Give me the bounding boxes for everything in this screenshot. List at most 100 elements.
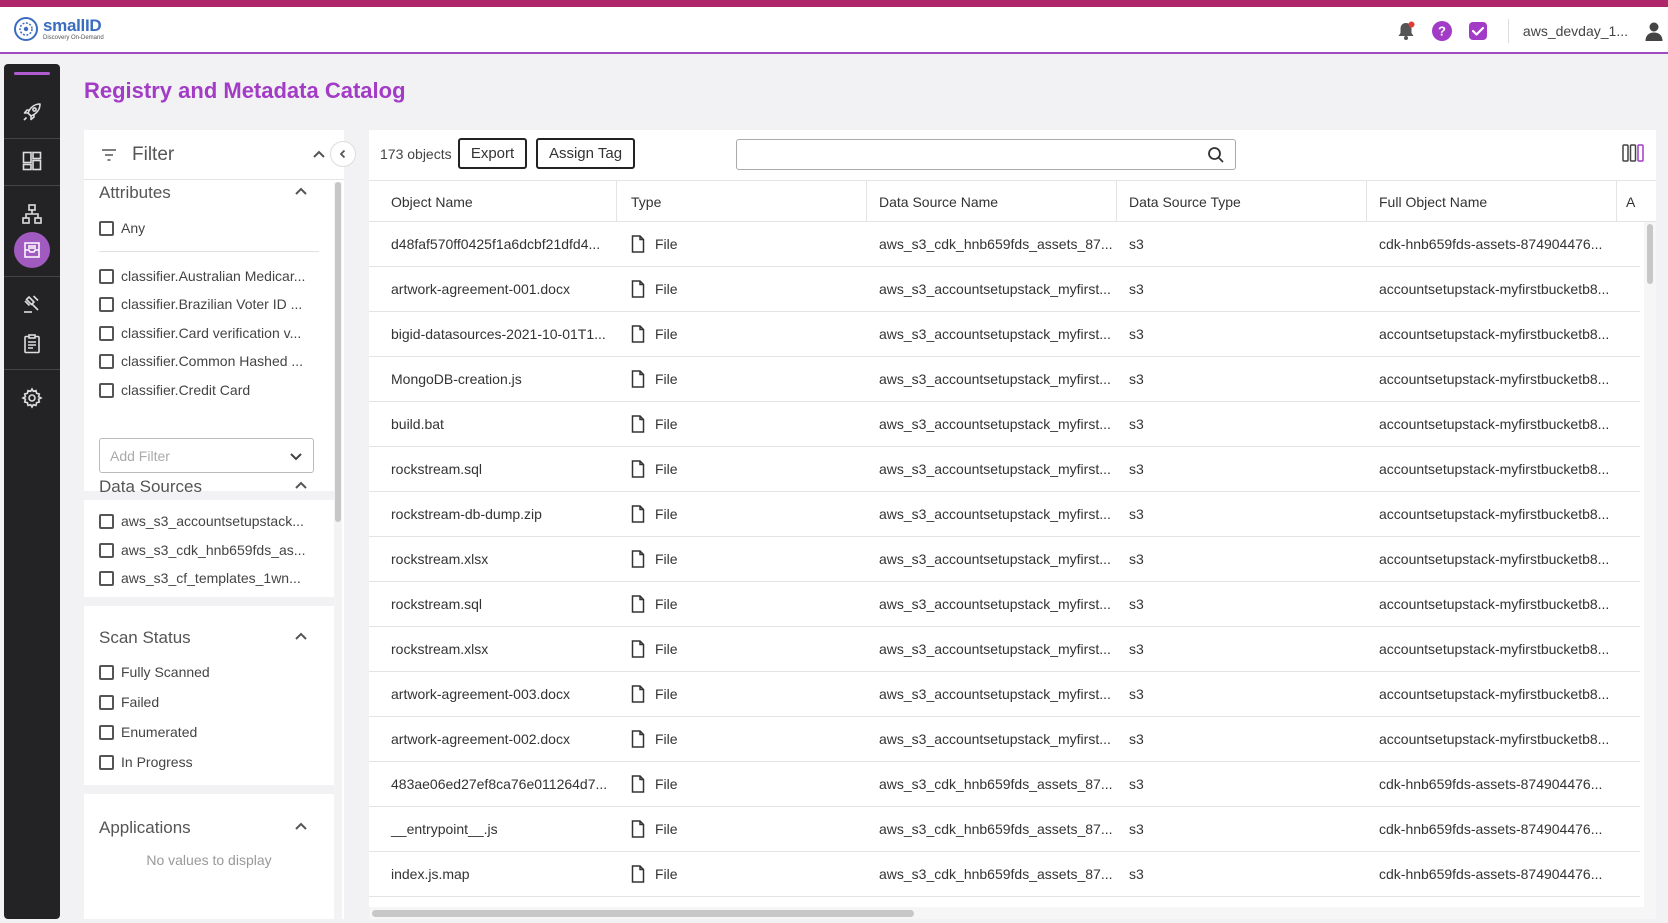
- table-row[interactable]: artwork-agreement-002.docx File aws_s3_acc…: [369, 717, 1640, 762]
- chevron-up-icon[interactable]: [312, 147, 326, 161]
- file-icon: [631, 640, 645, 658]
- table-horizontal-scrollbar[interactable]: [369, 907, 1656, 919]
- cell-object-name-text[interactable]: d48faf570ff0425f1a6dcbf21dfd4...: [391, 236, 601, 252]
- table-row[interactable]: rockstream.sql File aws_s3_accountsetupsta…: [369, 447, 1640, 492]
- table-row[interactable]: artwork-agreement-001.docx File aws_s3_acc…: [369, 267, 1640, 312]
- nav-item-policies[interactable]: [4, 282, 60, 326]
- checkbox[interactable]: [99, 724, 114, 740]
- filter-scrollbar[interactable]: [334, 182, 342, 919]
- filter-checkbox-attribute[interactable]: classifier.Card verification v...: [99, 323, 301, 343]
- cell-object-name-text[interactable]: rockstream-db-dump.zip: [391, 506, 542, 522]
- column-header-object-name[interactable]: Object Name: [369, 181, 617, 222]
- nav-divider: [4, 369, 60, 370]
- table-row[interactable]: index.js.map File aws_s3_cdk_hnb659fds_ass…: [369, 852, 1640, 897]
- search-icon[interactable]: [1207, 146, 1225, 164]
- checkbox[interactable]: [99, 220, 114, 236]
- cell-object-name-text[interactable]: __entrypoint__.js: [391, 821, 498, 837]
- table-row[interactable]: rockstream.xlsx File aws_s3_accountsetupst…: [369, 627, 1640, 672]
- section-separator: [84, 491, 334, 500]
- cell-object-name-text[interactable]: build.bat: [391, 416, 444, 432]
- table-row[interactable]: bigid-datasources-2021-10-01T1... File aws…: [369, 312, 1640, 357]
- cell-object-name-text[interactable]: MongoDB-creation.js: [391, 371, 522, 387]
- table-row[interactable]: artwork-agreement-003.docx File aws_s3_acc…: [369, 672, 1640, 717]
- cell-object-name-text[interactable]: artwork-agreement-001.docx: [391, 281, 570, 297]
- logo-name: smallID: [43, 16, 102, 35]
- nav-item-dashboard[interactable]: [4, 139, 60, 183]
- scrollbar-thumb[interactable]: [1647, 224, 1653, 284]
- cell-object-name-text[interactable]: artwork-agreement-003.docx: [391, 686, 570, 702]
- table-row[interactable]: rockstream.xlsx File aws_s3_accountsetupst…: [369, 537, 1640, 582]
- nav-item-reports[interactable]: [4, 322, 60, 366]
- cell-object-name-text[interactable]: rockstream.xlsx: [391, 641, 489, 657]
- column-header-more[interactable]: A: [1626, 193, 1636, 210]
- table-row[interactable]: __entrypoint__.js File aws_s3_cdk_hnb659fd…: [369, 807, 1640, 852]
- cell-object-name-text[interactable]: artwork-agreement-002.docx: [391, 731, 570, 747]
- filter-checkbox-attribute[interactable]: classifier.Brazilian Voter ID ...: [99, 294, 302, 314]
- column-settings-icon[interactable]: [1622, 144, 1644, 162]
- username[interactable]: aws_devday_1...: [1522, 22, 1628, 39]
- nav-item-settings[interactable]: [4, 376, 60, 420]
- column-header-data-source-type[interactable]: Data Source Type: [1117, 181, 1367, 222]
- checkbox[interactable]: [99, 570, 114, 586]
- table-row[interactable]: build.bat File aws_s3_accountsetupstack_my…: [369, 402, 1640, 447]
- table-header: Object Name Type Data Source Name Data S…: [369, 180, 1656, 222]
- filter-checkbox-scan-status[interactable]: Enumerated: [99, 722, 197, 742]
- table-vertical-scrollbar[interactable]: [1644, 222, 1656, 912]
- cell-object-name-text[interactable]: bigid-datasources-2021-10-01T1...: [391, 326, 606, 342]
- filter-checkbox-attribute[interactable]: classifier.Australian Medicar...: [99, 266, 305, 286]
- column-header-type[interactable]: Type: [617, 181, 867, 222]
- checkbox[interactable]: [99, 694, 114, 710]
- chevron-up-icon[interactable]: [294, 478, 308, 492]
- checkbox[interactable]: [99, 296, 114, 312]
- assign-tag-button[interactable]: Assign Tag: [536, 138, 635, 169]
- table-row[interactable]: MongoDB-creation.js File aws_s3_accountset…: [369, 357, 1640, 402]
- column-header-data-source-name[interactable]: Data Source Name: [867, 181, 1117, 222]
- table-row[interactable]: rockstream-db-dump.zip File aws_s3_account…: [369, 492, 1640, 537]
- filter-checkbox-data-source[interactable]: aws_s3_accountsetupstack...: [99, 511, 304, 531]
- cell-object-name-text[interactable]: rockstream.sql: [391, 461, 483, 477]
- checkbox[interactable]: [99, 542, 114, 558]
- checkbox[interactable]: [99, 325, 114, 341]
- file-icon: [631, 595, 645, 613]
- checkbox[interactable]: [99, 513, 114, 529]
- user-icon[interactable]: [1642, 19, 1666, 43]
- checkbox[interactable]: [99, 353, 114, 369]
- add-filter-dropdown[interactable]: Add Filter: [99, 438, 314, 473]
- table-row[interactable]: rockstream.sql File aws_s3_accountsetupsta…: [369, 582, 1640, 627]
- filter-checkbox-attribute[interactable]: classifier.Common Hashed ...: [99, 351, 303, 371]
- column-header-full-object-name[interactable]: Full Object Name: [1367, 181, 1617, 222]
- checkbox[interactable]: [99, 754, 114, 770]
- collapse-filter-button[interactable]: [330, 141, 356, 167]
- filter-checkbox-scan-status[interactable]: Fully Scanned: [99, 662, 210, 682]
- table-row[interactable]: 483ae06ed27ef8ca76e011264d7... File aws_s3…: [369, 762, 1640, 807]
- chevron-up-icon[interactable]: [294, 819, 308, 833]
- filter-checkbox-attribute[interactable]: classifier.Credit Card: [99, 380, 250, 400]
- filter-checkbox-data-source[interactable]: aws_s3_cf_templates_1wn...: [99, 568, 301, 588]
- filter-checkbox-attribute[interactable]: Any: [99, 218, 145, 238]
- checkbox[interactable]: [99, 382, 114, 398]
- chevron-up-icon[interactable]: [294, 184, 308, 198]
- nav-item-catalog[interactable]: [4, 228, 60, 272]
- help-icon[interactable]: ?: [1430, 19, 1454, 43]
- nav-item-getting-started[interactable]: [4, 90, 60, 134]
- cell-object-name-text[interactable]: index.js.map: [391, 866, 470, 882]
- checkbox[interactable]: [99, 268, 114, 284]
- chevron-up-icon[interactable]: [294, 629, 308, 643]
- filter-checkbox-data-source[interactable]: aws_s3_cdk_hnb659fds_as...: [99, 540, 305, 560]
- scrollbar-thumb[interactable]: [372, 910, 914, 917]
- cell-object-name-text[interactable]: rockstream.xlsx: [391, 551, 489, 567]
- export-button[interactable]: Export: [458, 138, 527, 169]
- scrollbar-thumb[interactable]: [335, 182, 341, 522]
- checkbox[interactable]: [99, 664, 114, 680]
- filter-checkbox-scan-status[interactable]: Failed: [99, 692, 159, 712]
- filter-checkbox-scan-status[interactable]: In Progress: [99, 752, 193, 772]
- cell-object-name-text[interactable]: rockstream.sql: [391, 596, 483, 612]
- bell-icon[interactable]: [1394, 19, 1418, 43]
- logo[interactable]: smallID Discovery On-Demand: [12, 14, 104, 44]
- cell-object-name-text[interactable]: 483ae06ed27ef8ca76e011264d7...: [391, 776, 608, 792]
- table-row[interactable]: d48faf570ff0425f1a6dcbf21dfd4... File aws_…: [369, 222, 1640, 267]
- nav-item-data-sources[interactable]: [4, 192, 60, 236]
- cell-data-source-type: s3: [1117, 762, 1367, 806]
- search-input[interactable]: [736, 139, 1236, 170]
- tasks-check-icon[interactable]: [1466, 19, 1490, 43]
